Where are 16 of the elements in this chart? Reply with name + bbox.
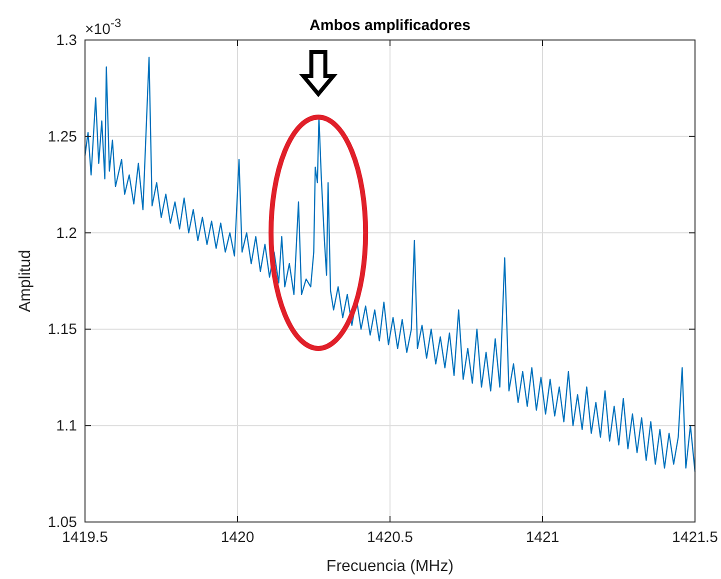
y-tick-label: 1.15: [48, 321, 77, 338]
line-series: [84, 56, 696, 472]
x-tick-label: 1420.5: [367, 529, 413, 546]
x-axis-title: Frecuencia (MHz): [326, 558, 454, 575]
y-tick-label: 1.1: [56, 418, 77, 435]
x-tick-label: 1421: [526, 529, 560, 546]
x-tick-label: 1420: [220, 529, 254, 546]
y-axis-title: Amplitud: [17, 250, 34, 312]
y-tick-label: 1.25: [48, 128, 77, 146]
chart-title: Ambos amplificadores: [310, 17, 470, 34]
y-tick-label: 1.2: [56, 224, 77, 242]
x-tick-label: 1419.5: [62, 529, 108, 546]
x-tick-label: 1421.5: [672, 529, 718, 546]
y-tick-label: 1.05: [48, 514, 77, 531]
y-tick-label: 1.3: [56, 32, 77, 49]
text: ×10$^{-3}$: [85, 16, 122, 38]
